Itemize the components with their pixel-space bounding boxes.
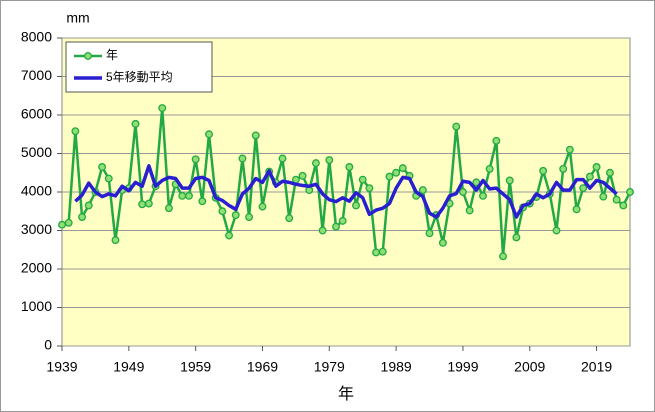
data-point: [218, 207, 227, 216]
y-unit-label: mm: [66, 10, 89, 26]
x-tick-label: 1949: [113, 359, 144, 375]
data-point: [392, 168, 401, 177]
y-tick-label: 3000: [21, 221, 52, 237]
data-point: [158, 104, 167, 113]
data-point: [378, 247, 387, 256]
y-tick-label: 2000: [21, 260, 52, 276]
data-point: [164, 204, 173, 213]
data-point: [205, 130, 213, 139]
data-point: [84, 201, 93, 210]
data-point: [438, 238, 447, 247]
data-point: [606, 168, 614, 177]
data-point: [579, 184, 588, 193]
data-point: [78, 213, 86, 221]
data-point: [338, 216, 347, 225]
data-point: [178, 191, 187, 200]
y-tick-label: 5000: [21, 144, 52, 160]
data-point: [626, 188, 634, 196]
data-point: [599, 192, 608, 201]
data-point: [138, 200, 147, 209]
data-point: [385, 172, 394, 181]
y-tick-label: 1000: [21, 298, 52, 314]
y-tick-label: 4000: [21, 183, 52, 199]
legend-label: 5年移動平均: [106, 70, 173, 84]
data-point: [418, 186, 427, 195]
legend-marker: [84, 52, 92, 60]
data-point: [278, 154, 287, 163]
data-point: [458, 188, 467, 196]
y-tick-label: 8000: [21, 29, 52, 45]
data-point: [285, 214, 294, 223]
data-point: [612, 195, 621, 204]
data-point: [345, 163, 354, 171]
data-point: [559, 164, 568, 173]
data-point: [225, 231, 234, 240]
data-point: [592, 163, 601, 171]
data-point: [452, 122, 461, 131]
x-tick-label: 1939: [46, 359, 77, 375]
data-point: [64, 218, 73, 227]
data-point: [298, 171, 307, 180]
x-tick-label: 1969: [247, 359, 278, 375]
x-tick-label: 1959: [180, 359, 211, 375]
data-point: [131, 119, 140, 128]
data-point: [505, 176, 514, 185]
data-point: [358, 175, 367, 184]
data-point: [465, 206, 474, 215]
data-point: [552, 226, 561, 235]
data-point: [539, 166, 548, 175]
data-point: [365, 184, 374, 193]
x-axis-label: 年: [338, 385, 354, 403]
data-point: [398, 164, 407, 173]
data-point: [144, 199, 153, 208]
data-point: [585, 172, 594, 181]
data-point: [492, 136, 501, 145]
y-tick-label: 6000: [21, 106, 52, 122]
data-point: [58, 220, 66, 229]
data-point: [185, 191, 193, 200]
data-point: [191, 155, 200, 164]
data-point: [318, 226, 327, 235]
data-point: [512, 233, 521, 242]
y-tick-label: 7000: [21, 67, 52, 83]
data-point: [619, 201, 628, 210]
data-point: [251, 131, 260, 140]
data-point: [499, 252, 507, 261]
x-tick-label: 2009: [514, 359, 545, 375]
data-point: [98, 163, 107, 171]
x-tick-label: 1989: [381, 359, 412, 375]
data-point: [565, 145, 574, 154]
x-tick-label: 1979: [314, 359, 345, 375]
data-point: [198, 197, 207, 206]
data-point: [325, 156, 334, 164]
data-point: [352, 201, 360, 210]
data-point: [332, 222, 340, 231]
data-point: [425, 229, 434, 238]
y-tick-label: 0: [44, 337, 52, 353]
legend-label: 年: [106, 48, 118, 62]
data-point: [231, 211, 240, 220]
data-point: [111, 236, 120, 245]
data-point: [71, 127, 80, 136]
legend-box: [65, 41, 213, 93]
data-point: [104, 174, 113, 183]
data-point: [311, 159, 320, 168]
data-point: [485, 164, 494, 173]
x-tick-label: 1999: [447, 359, 478, 375]
x-tick-label: 2019: [581, 359, 612, 375]
data-point: [258, 202, 267, 211]
data-point: [238, 154, 247, 163]
data-point: [479, 191, 487, 200]
data-point: [372, 248, 381, 257]
legend: 年 5年移動平均: [65, 41, 213, 93]
data-point: [245, 213, 254, 221]
series-line: [74, 164, 618, 219]
data-point: [572, 205, 581, 214]
